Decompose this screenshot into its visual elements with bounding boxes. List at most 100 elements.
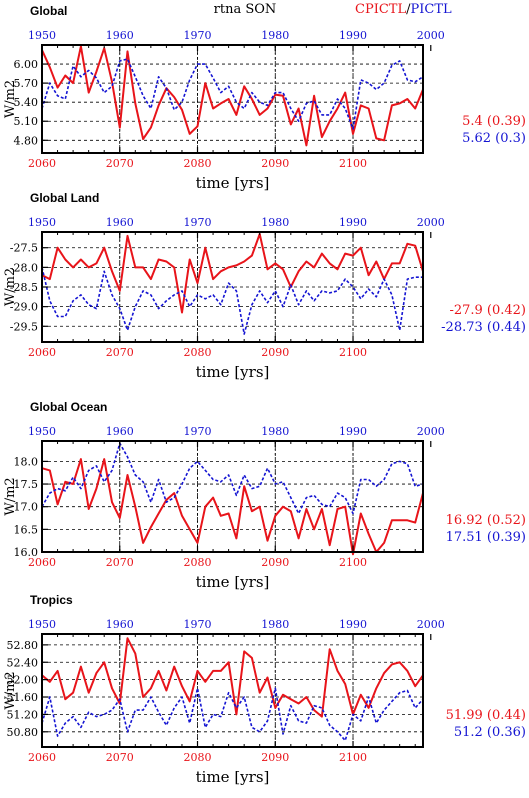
y-tick-label: 52.00 <box>7 674 39 687</box>
y-tick-label: -29.5 <box>10 320 38 333</box>
legend-separator: / <box>406 2 411 17</box>
x-tick-label-top: 1970 <box>184 29 212 42</box>
x-tick-label-bottom: 2090 <box>261 556 289 569</box>
y-tick-label: 5.10 <box>14 115 39 128</box>
x-tick-label-bottom: 2090 <box>261 346 289 359</box>
y-tick-label: 5.70 <box>14 77 39 90</box>
x-tick-label-bottom: 2070 <box>106 556 134 569</box>
x-axis-label: time [yrs] <box>196 363 270 381</box>
x-tick-label-top: 1960 <box>106 216 134 229</box>
y-axis-label: W/m2 <box>3 671 18 709</box>
x-tick-label-top: 1980 <box>261 216 289 229</box>
x-tick-label-bottom: 2100 <box>339 346 367 359</box>
x-tick-label-top: 1990 <box>339 618 367 631</box>
panel-title: Tropics <box>30 593 73 607</box>
chart-panel-1: Global 2060 2070 2080 2090 2100 1950 1960 1970 19… <box>3 4 526 192</box>
x-tick-label-top: 2000 <box>417 216 445 229</box>
stat-label-cpictl: 16.92 (0.52) <box>446 513 526 528</box>
y-tick-label: 17.5 <box>14 478 39 491</box>
stat-label-pictl: 17.51 (0.39) <box>446 530 526 545</box>
y-tick-label: 6.00 <box>14 58 39 71</box>
x-tick-label-top: 1970 <box>184 425 212 438</box>
chart-panel-4: Tropics 2060 2070 2080 2090 2100 1950 1960 1970 1… <box>3 593 526 786</box>
panel-title: Global Ocean <box>30 400 107 414</box>
x-tick-label-bottom: 2060 <box>28 157 56 170</box>
y-tick-label: -28.0 <box>10 261 38 274</box>
y-tick-label: -28.5 <box>10 281 38 294</box>
series-line-cpictl <box>41 637 424 718</box>
x-tick-label-top: 1950 <box>28 216 56 229</box>
x-tick-label-bottom: 2090 <box>261 751 289 764</box>
series-line-pictl <box>41 687 424 742</box>
y-tick-label: 17.0 <box>14 501 39 514</box>
y-tick-label: 52.40 <box>7 656 39 669</box>
x-tick-label-top: 1980 <box>261 29 289 42</box>
y-tick-label: 5.40 <box>14 96 39 109</box>
x-tick-label-bottom: 2060 <box>28 346 56 359</box>
x-tick-label-top: 2000 <box>417 29 445 42</box>
plot-frame <box>41 633 424 748</box>
y-tick-label: 16.0 <box>14 546 39 559</box>
series-line-cpictl <box>41 233 424 314</box>
x-tick-label-bottom: 2080 <box>184 157 212 170</box>
x-tick-label-bottom: 2080 <box>184 346 212 359</box>
series-line-pictl <box>41 267 423 335</box>
x-tick-label-bottom: 2070 <box>106 346 134 359</box>
x-tick-label-bottom: 2090 <box>261 157 289 170</box>
x-tick-label-top: 1980 <box>261 425 289 438</box>
x-axis-label: time [yrs] <box>196 768 270 786</box>
stat-label-pictl: 51.2 (0.36) <box>454 725 526 740</box>
x-tick-label-top: 1960 <box>106 425 134 438</box>
stat-label-cpictl: -27.9 (0.42) <box>449 303 526 318</box>
stat-label-cpictl: 51.99 (0.44) <box>446 708 526 723</box>
figure-title: rtna SON <box>214 2 277 17</box>
x-tick-label-top: 2000 <box>417 618 445 631</box>
series-line-cpictl <box>41 458 424 556</box>
stat-label-cpictl: 5.4 (0.39) <box>462 114 526 129</box>
y-tick-label: 52.80 <box>7 639 39 652</box>
plot-frame <box>41 440 424 553</box>
series-line-cpictl <box>41 45 424 147</box>
y-tick-label: -27.5 <box>10 242 38 255</box>
legend-title: CPICTL/PICTL <box>355 2 452 17</box>
y-tick-label: 50.80 <box>7 726 39 739</box>
y-tick-label: 16.5 <box>14 523 39 536</box>
x-tick-label-top: 1990 <box>339 216 367 229</box>
plot-frame <box>41 44 424 154</box>
x-tick-label-top: 1990 <box>339 425 367 438</box>
panel-title: Global <box>30 4 67 18</box>
x-tick-label-top: 1980 <box>261 618 289 631</box>
panel-title: Global Land <box>30 191 99 205</box>
series-line-pictl <box>41 58 424 130</box>
stat-label-pictl: 5.62 (0.3) <box>462 131 526 146</box>
y-tick-label: 51.20 <box>7 708 39 721</box>
y-tick-label: 4.80 <box>14 134 39 147</box>
x-tick-label-bottom: 2100 <box>339 556 367 569</box>
x-tick-label-bottom: 2080 <box>184 751 212 764</box>
x-tick-label-top: 1950 <box>28 618 56 631</box>
y-axis-label: W/m2 <box>3 477 18 515</box>
y-tick-label: 51.60 <box>7 691 39 704</box>
x-tick-label-bottom: 2100 <box>339 157 367 170</box>
x-tick-label-bottom: 2060 <box>28 556 56 569</box>
x-tick-label-top: 1950 <box>28 425 56 438</box>
y-tick-label: -29.0 <box>10 301 38 314</box>
legend-blue-label: PICTL <box>410 2 452 17</box>
chart-panel-3: Global Ocean 2060 2070 2080 2090 2100 1950 1960… <box>3 400 526 591</box>
y-axis-label: W/m2 <box>3 80 18 118</box>
x-tick-label-top: 1970 <box>184 216 212 229</box>
x-tick-label-top: 1960 <box>106 29 134 42</box>
x-tick-label-top: 2000 <box>417 425 445 438</box>
x-tick-label-top: 1950 <box>28 29 56 42</box>
legend-red-label: CPICTL <box>355 2 406 17</box>
x-tick-label-bottom: 2070 <box>106 157 134 170</box>
y-axis-label: W/m2 <box>3 268 18 306</box>
x-tick-label-bottom: 2100 <box>339 751 367 764</box>
x-tick-label-bottom: 2070 <box>106 751 134 764</box>
x-tick-label-bottom: 2060 <box>28 751 56 764</box>
x-tick-label-top: 1990 <box>339 29 367 42</box>
x-axis-label: time [yrs] <box>196 174 270 192</box>
x-tick-label-bottom: 2080 <box>184 556 212 569</box>
x-tick-label-top: 1970 <box>184 618 212 631</box>
